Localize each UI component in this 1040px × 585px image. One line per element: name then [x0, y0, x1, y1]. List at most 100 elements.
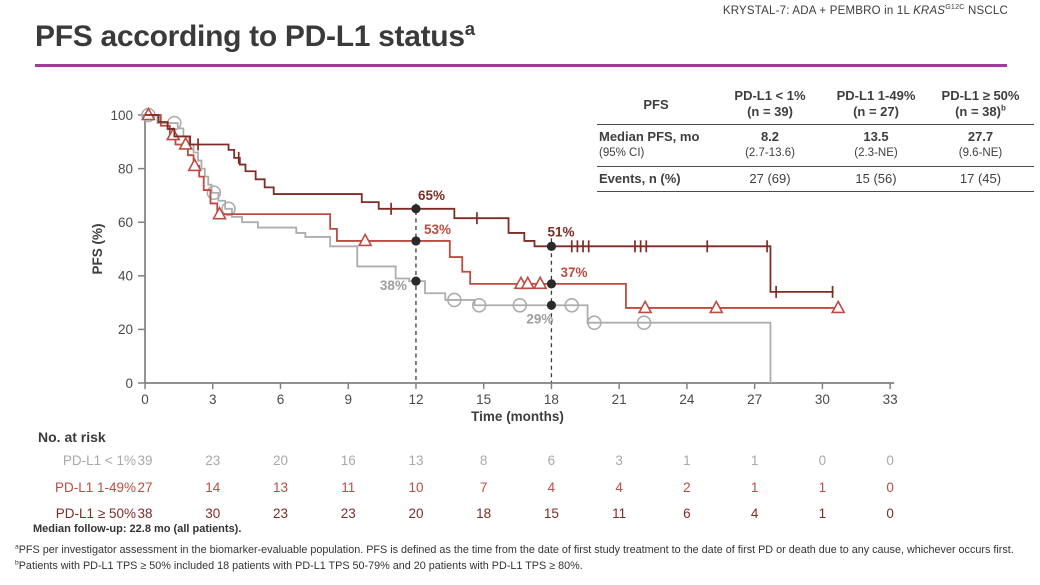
x-tick-label: 21	[612, 392, 627, 407]
at-risk-value: 11	[341, 479, 356, 495]
events-label: Events, n (%)	[599, 170, 681, 186]
col-n: (n = 39)	[747, 104, 793, 120]
y-axis-title: PFS (%)	[90, 223, 105, 274]
col-name: PD-L1 1-49%	[836, 88, 916, 103]
censor-triangle-icon	[357, 232, 373, 247]
col-n: (n = 38)	[955, 104, 1001, 120]
summary-events-row: Events, n (%) 27 (69) 15 (56) 17 (45)	[597, 167, 1034, 192]
landmark-label: 38%	[380, 278, 407, 293]
landmark-dot	[546, 300, 557, 310]
at-risk-value: 4	[615, 479, 623, 495]
page-title: PFS according to PD-L1 statusa	[35, 18, 475, 54]
footnote-a-superscript: a	[15, 543, 19, 551]
study-header: KRYSTAL-7: ADA + PEMBRO in 1L KRASG12C N…	[722, 3, 1008, 17]
at-risk-value: 23	[340, 506, 356, 521]
summary-rule	[597, 165, 1034, 167]
at-risk-value: 0	[886, 506, 894, 521]
footnote-a-text: PFS per investigator assessment in the b…	[18, 544, 1014, 556]
at-risk-value: 0	[886, 453, 894, 468]
x-tick-label: 30	[815, 392, 830, 407]
median-value: 8.2	[760, 128, 780, 144]
median-value-col3: 27.7 (9.6-NE)	[927, 125, 1034, 166]
col-sup: b	[1000, 103, 1006, 113]
footnote-b-superscript: b	[15, 559, 19, 567]
censor-circle-icon	[512, 297, 528, 313]
at-risk-value: 3	[615, 453, 623, 468]
landmark-dot	[546, 241, 557, 251]
col-name: PD-L1 < 1%	[734, 88, 806, 103]
at-risk-value: 14	[205, 479, 221, 495]
at-risk-value: 38	[137, 506, 153, 521]
landmark-label: 53%	[424, 222, 451, 237]
landmark-dot	[411, 276, 421, 286]
col-name: PD-L1 ≥ 50%	[941, 88, 1020, 103]
study-header-prefix: KRYSTAL-7: ADA + PEMBRO in 1L	[722, 5, 914, 17]
landmark-dot	[546, 279, 557, 289]
title-divider	[35, 64, 1007, 67]
footnote-b-text: Patients with PD-L1 TPS ≥ 50% included 1…	[18, 559, 583, 572]
x-tick-label: 12	[408, 392, 423, 407]
summary-col-pdl1-lt1: PD-L1 < 1% (n = 39)	[715, 86, 825, 124]
x-tick-label: 15	[476, 392, 491, 407]
censor-triangle-icon	[212, 205, 227, 220]
landmark-label: 37%	[560, 265, 587, 280]
median-followup-note: Median follow-up: 22.8 mo (all patients)…	[33, 523, 242, 535]
at-risk-value: 23	[272, 506, 288, 521]
y-tick-label: 60	[118, 215, 133, 230]
x-axis-title: Time (months)	[471, 409, 564, 424]
at-risk-value: 1	[750, 453, 759, 468]
at-risk-value: 7	[479, 479, 488, 495]
summary-rule	[597, 123, 1034, 125]
censor-circle-icon	[447, 292, 462, 308]
col-n: (n = 27)	[853, 104, 899, 120]
km-chart: 0 20 40 60 80 100 0 3 6 9 12 15 18 21 24 27 30 33 Time (mo…	[90, 106, 898, 424]
x-tick-label: 0	[141, 392, 149, 407]
summary-header-row: PFS PD-L1 < 1% (n = 39) PD-L1 1-49% (n = 2…	[597, 86, 1034, 124]
censor-triangle-icon	[708, 299, 724, 314]
summary-rule	[597, 191, 1034, 193]
at-risk-value: 4	[750, 506, 759, 521]
censor-circle-icon	[471, 297, 487, 313]
at-risk-title: No. at risk	[38, 429, 106, 445]
summary-col-pdl1-ge50: PD-L1 ≥ 50% (n = 38)b	[927, 86, 1034, 124]
censor-triangle-icon	[637, 299, 653, 314]
summary-median-row: Median PFS, mo (95% CI) 8.2 (2.7-13.6) 13.…	[597, 125, 1034, 166]
at-risk-value: 39	[137, 453, 153, 468]
censor-circle-icon	[206, 185, 222, 201]
summary-corner-label: PFS	[643, 97, 669, 113]
censor-triangle-icon	[187, 157, 203, 172]
gene-name: KRAS	[913, 5, 946, 17]
ci-sublabel: (95% CI)	[599, 147, 645, 160]
x-tick-label: 9	[344, 392, 352, 407]
gene-mutation-superscript: G12C	[945, 3, 965, 12]
at-risk-value: 1	[683, 453, 691, 468]
at-risk-value: 6	[683, 506, 691, 521]
at-risk-value: 0	[818, 453, 827, 468]
at-risk-value: 20	[408, 506, 424, 521]
median-value: 27.7	[967, 128, 994, 144]
page-title-text: PFS according to PD-L1 status	[35, 20, 465, 53]
landmark-label: 29%	[526, 311, 553, 326]
at-risk-value: 18	[476, 506, 492, 521]
page-title-superscript: a	[464, 18, 475, 39]
at-risk-value: 27	[137, 479, 153, 495]
x-tick-label: 24	[679, 392, 695, 407]
ci-value: (9.6-NE)	[958, 147, 1003, 160]
events-value-col3: 17 (45)	[959, 170, 1002, 186]
at-risk-value: 10	[408, 479, 424, 495]
footnote-text: aPFS per investigator assessment in the …	[15, 543, 1031, 574]
censor-circle-icon	[564, 297, 580, 313]
censor-circle-icon	[221, 201, 236, 217]
y-tick-label: 20	[118, 322, 133, 337]
censor-triangle-icon	[178, 136, 193, 150]
at-risk-value: 6	[547, 453, 556, 468]
median-value-col2: 13.5 (2.3-NE)	[825, 125, 927, 166]
at-risk-value: 16	[340, 453, 356, 468]
censor-triangle-icon	[830, 299, 846, 314]
at-risk-value: 23	[205, 453, 221, 468]
x-tick-label: 27	[747, 392, 762, 407]
at-risk-value: 0	[886, 479, 894, 495]
at-risk-value: 1	[818, 506, 827, 521]
at-risk-value: 13	[408, 453, 424, 468]
median-value: 13.5	[863, 128, 889, 144]
